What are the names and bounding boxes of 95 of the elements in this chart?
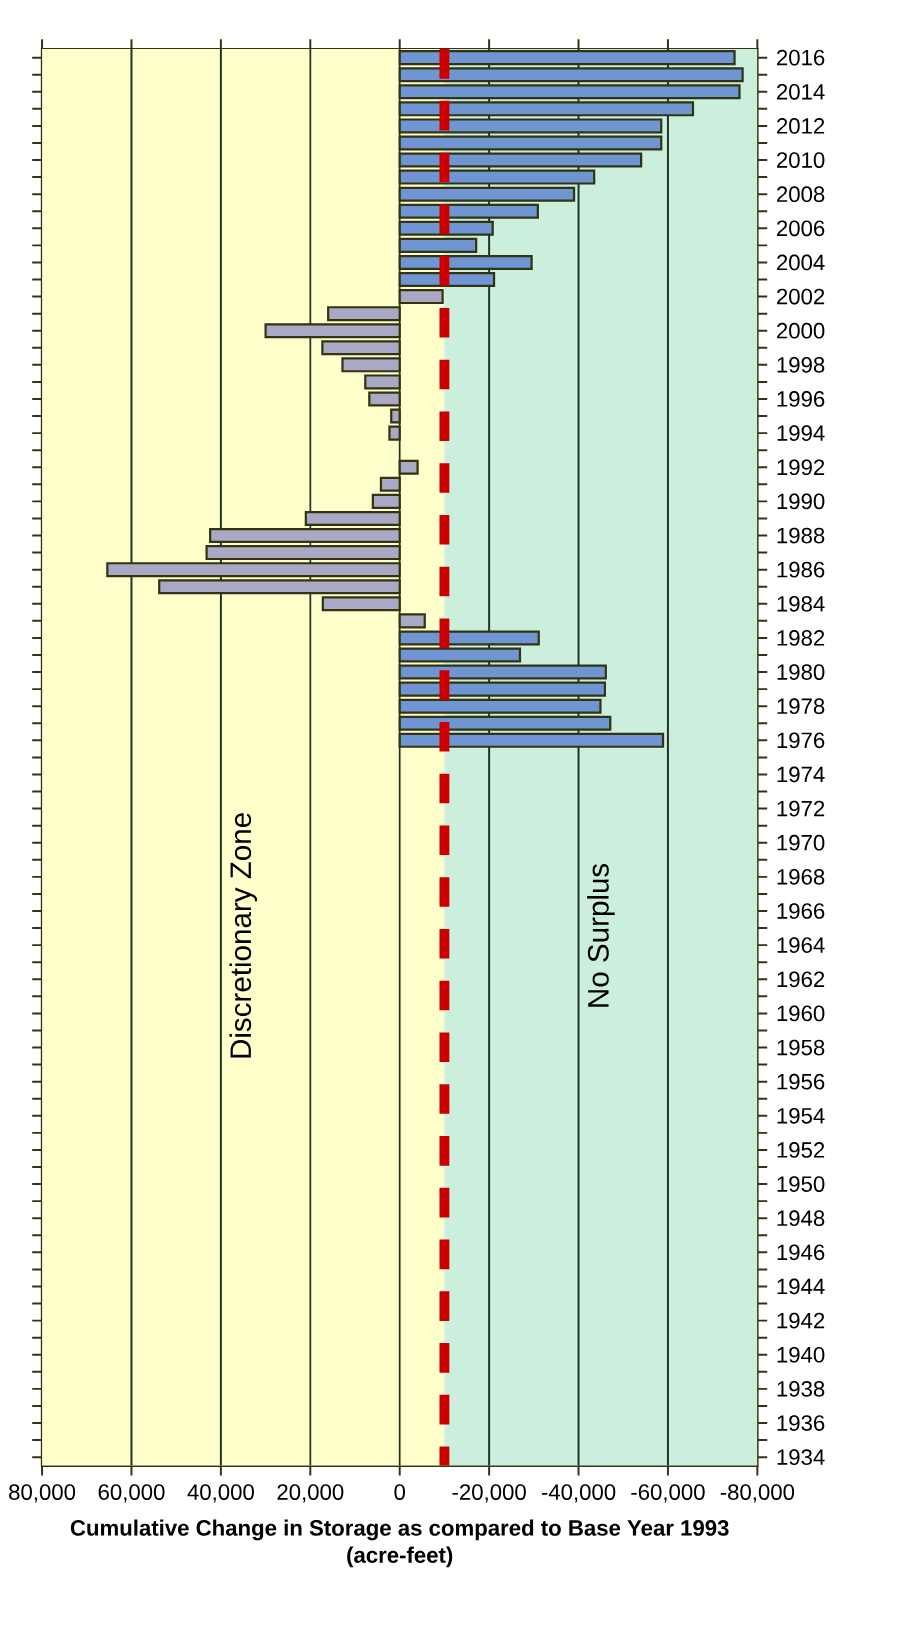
bar xyxy=(388,425,401,441)
bar xyxy=(398,67,744,83)
y-tick-label: 1956 xyxy=(777,1073,825,1090)
y-tick-label: 1970 xyxy=(777,834,825,851)
bar xyxy=(209,528,401,544)
y-tick-label: 1990 xyxy=(777,493,825,510)
bar xyxy=(321,340,401,356)
y-tick-label: 1978 xyxy=(777,698,825,715)
bar xyxy=(398,135,663,151)
y-tick-label: 1998 xyxy=(777,356,825,373)
y-tick-label: 1976 xyxy=(777,732,825,749)
bar xyxy=(158,579,401,595)
bar xyxy=(264,323,401,339)
x-tick-label: 60,000 xyxy=(98,1484,165,1503)
bar xyxy=(398,203,540,219)
x-tick-label: 80,000 xyxy=(9,1484,76,1503)
x-tick-label: 40,000 xyxy=(187,1484,255,1503)
y-tick-label: 1946 xyxy=(777,1244,825,1261)
bar xyxy=(341,357,401,373)
y-tick-label: 1980 xyxy=(777,664,825,680)
x-tick-label: -40,000 xyxy=(542,1484,616,1503)
y-tick-label: 2000 xyxy=(777,322,825,339)
y-tick-label: 1984 xyxy=(777,595,825,612)
bar xyxy=(398,681,607,697)
bar xyxy=(398,630,541,646)
bar xyxy=(398,152,643,168)
y-tick-label: 1982 xyxy=(777,630,825,646)
y-tick-label: 1950 xyxy=(777,1176,825,1192)
band-label: Discretionary Zone xyxy=(229,813,258,1058)
bar xyxy=(371,493,401,509)
y-tick-label: 1988 xyxy=(777,527,825,544)
bar xyxy=(398,715,612,731)
bar xyxy=(398,237,478,253)
bar xyxy=(398,732,665,748)
bar xyxy=(321,596,401,612)
bar xyxy=(398,647,522,663)
bar xyxy=(398,289,444,305)
y-tick-label: 1972 xyxy=(777,800,825,817)
y-tick-label: 2006 xyxy=(777,220,825,237)
y-tick-label: 2002 xyxy=(777,288,825,305)
y-tick-label: 1944 xyxy=(777,1278,825,1295)
x-tick-label: 0 xyxy=(394,1484,406,1500)
bar xyxy=(398,186,576,202)
bar xyxy=(398,101,695,117)
bar xyxy=(327,306,401,322)
y-tick-label: 1994 xyxy=(777,425,825,441)
y-tick-label: 1942 xyxy=(777,1312,825,1329)
bar xyxy=(205,545,401,561)
y-tick-label: 1962 xyxy=(777,971,825,988)
y-tick-label: 2008 xyxy=(777,186,825,203)
y-tick-label: 2016 xyxy=(777,49,825,66)
y-tick-label: 1968 xyxy=(777,869,825,885)
bar xyxy=(398,254,533,270)
bar xyxy=(398,118,663,134)
y-tick-label: 1952 xyxy=(777,1142,825,1158)
y-tick-label: 2010 xyxy=(777,152,825,168)
bar xyxy=(398,613,427,629)
y-tick-label: 1986 xyxy=(777,561,825,578)
y-tick-label: 1974 xyxy=(777,766,825,783)
text: (acre-feet) xyxy=(347,1546,453,1568)
y-tick-label: 1996 xyxy=(777,391,825,407)
bar xyxy=(398,84,741,100)
bar xyxy=(398,50,736,66)
bar xyxy=(368,391,401,407)
bar xyxy=(398,664,608,680)
bar xyxy=(106,562,401,578)
bar xyxy=(390,408,401,424)
y-tick-label: 2004 xyxy=(777,254,825,271)
bar xyxy=(398,459,419,475)
bar xyxy=(304,510,401,526)
x-tick-label: -60,000 xyxy=(631,1484,705,1503)
bar xyxy=(398,698,602,714)
y-tick-label: 1960 xyxy=(777,1005,825,1022)
band-label: No Surplus xyxy=(587,863,615,1007)
y-tick-label: 1936 xyxy=(777,1415,825,1431)
y-tick-label: 1934 xyxy=(777,1449,825,1466)
y-tick-label: 1964 xyxy=(777,937,825,953)
y-tick-label: 1966 xyxy=(777,903,825,919)
x-tick-label: -20,000 xyxy=(452,1484,527,1503)
y-tick-label: 1940 xyxy=(777,1346,825,1363)
bar xyxy=(398,220,494,236)
y-tick-label: 1958 xyxy=(777,1039,825,1056)
y-tick-label: 1948 xyxy=(777,1210,825,1227)
y-tick-label: 2014 xyxy=(777,83,825,100)
y-tick-label: 1938 xyxy=(777,1381,825,1397)
y-tick-label: 1992 xyxy=(777,459,825,476)
x-tick-label: -80,000 xyxy=(720,1484,795,1503)
bar xyxy=(398,169,596,185)
y-tick-label: 1954 xyxy=(777,1107,825,1124)
bar xyxy=(398,272,496,288)
x-axis-title: Cumulative Change in Storage as compared to Base Year 1993 xyxy=(71,1519,729,1541)
x-tick-label: 20,000 xyxy=(277,1484,344,1503)
bar xyxy=(380,476,401,492)
bar xyxy=(364,374,401,390)
y-tick-label: 2012 xyxy=(777,118,825,134)
